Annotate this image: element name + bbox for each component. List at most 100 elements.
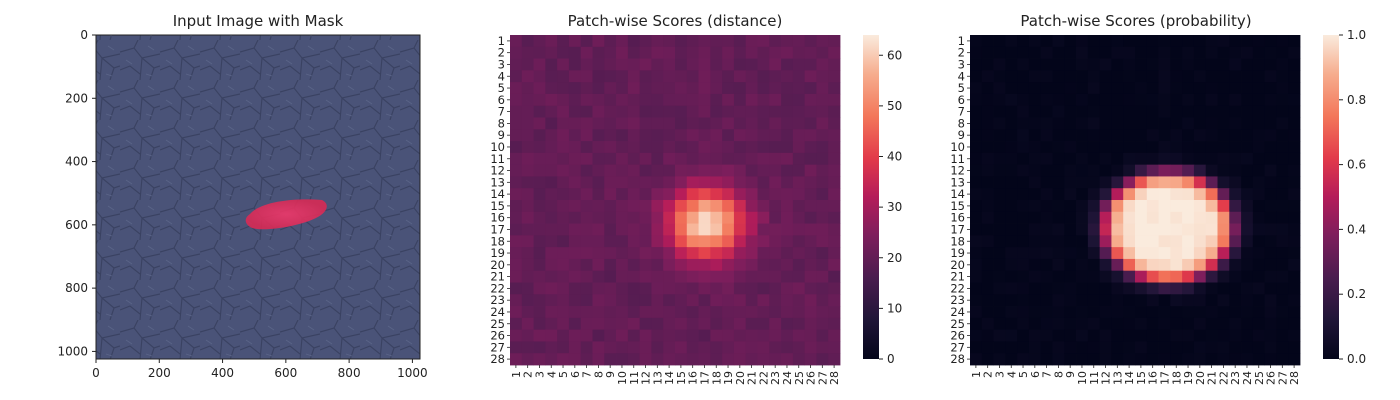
heatmap-cell	[510, 282, 523, 295]
y-tick-label: 800	[65, 281, 88, 295]
heatmap-cell	[722, 141, 735, 154]
heatmap-cell	[1087, 117, 1101, 130]
row-label: 15	[490, 199, 505, 213]
heatmap-cell	[1005, 282, 1018, 295]
heatmap-cell	[757, 329, 770, 342]
heatmap-cell	[686, 223, 699, 236]
heatmap-cell	[639, 93, 652, 107]
heatmap-cell	[651, 294, 664, 307]
heatmap-cell	[1052, 70, 1065, 83]
heatmap-cell	[639, 117, 652, 130]
heatmap-cell	[1087, 82, 1101, 95]
heatmap-cell	[745, 141, 758, 154]
heatmap-cell	[1252, 270, 1266, 283]
heatmap-cell	[545, 58, 558, 71]
heatmap-cell	[521, 35, 534, 48]
heatmap-cell	[557, 46, 570, 59]
heatmap-cell	[639, 35, 652, 48]
heatmap-cell	[1182, 70, 1195, 83]
heatmap-cell	[592, 176, 605, 189]
heatmap-cell	[521, 282, 534, 295]
heatmap-cell	[616, 341, 629, 354]
heatmap-cell	[604, 200, 617, 213]
heatmap-cell	[1123, 294, 1136, 307]
heatmap-cell	[698, 341, 711, 354]
heatmap-cell	[1217, 129, 1230, 142]
colorbar-tick-label: 0	[887, 352, 895, 366]
heatmap-cell	[1052, 306, 1065, 319]
heatmap-cell	[592, 247, 605, 260]
heatmap-cell	[1040, 105, 1053, 118]
heatmap-cell	[1217, 188, 1230, 201]
col-label: 21	[1206, 371, 1219, 385]
heatmap-cell	[698, 200, 711, 213]
heatmap-cell	[792, 93, 806, 107]
heatmap-cell	[1087, 46, 1101, 59]
heatmap-cell	[828, 46, 841, 59]
heatmap-cell	[1182, 306, 1195, 319]
heatmap-cell	[1111, 188, 1124, 201]
heatmap-cell	[1111, 93, 1124, 107]
heatmap-cell	[1028, 176, 1042, 189]
heatmap-cell	[981, 35, 994, 48]
heatmap-cell	[710, 164, 723, 177]
heatmap-cell	[533, 105, 546, 118]
heatmap-cell	[1252, 223, 1266, 236]
heatmap-cell	[1241, 70, 1254, 83]
heatmap-cell	[557, 211, 570, 224]
col-label: 8	[1052, 371, 1065, 378]
heatmap-cell	[816, 82, 829, 95]
heatmap-cell	[1040, 211, 1053, 224]
heatmap-cell	[545, 93, 558, 107]
anomaly-mask	[245, 199, 327, 230]
heatmap-cell	[757, 46, 770, 59]
heatmap-cell	[1052, 235, 1065, 248]
heatmap-cell	[663, 105, 676, 118]
heatmap-cell	[639, 317, 652, 331]
heatmap-cell	[568, 93, 582, 107]
heatmap-cell	[1276, 258, 1289, 272]
heatmap-cell	[1099, 235, 1112, 248]
heatmap-cell	[1193, 247, 1207, 260]
heatmap-cell	[604, 306, 617, 319]
heatmap-cell	[1123, 105, 1136, 118]
heatmap-cell	[1017, 82, 1030, 95]
heatmap-cell	[1111, 46, 1124, 59]
heatmap-cell	[1064, 200, 1077, 213]
heatmap-cell	[627, 176, 641, 189]
heatmap-cell	[675, 105, 688, 118]
heatmap-cell	[1193, 211, 1207, 224]
heatmap-cell	[769, 317, 782, 331]
heatmap-cell	[1182, 176, 1195, 189]
heatmap-cell	[722, 306, 735, 319]
heatmap-cell	[1146, 93, 1159, 107]
heatmap-cell	[1040, 58, 1053, 71]
heatmap-cell	[663, 294, 676, 307]
heatmap-cell	[1135, 247, 1148, 260]
heatmap-cell	[1123, 282, 1136, 295]
heatmap-cell	[675, 353, 688, 366]
heatmap-cell	[816, 353, 829, 366]
heatmap-cell	[1252, 70, 1266, 83]
heatmap-cell	[1252, 141, 1266, 154]
row-label: 10	[490, 140, 505, 154]
heatmap-cell	[1111, 258, 1124, 272]
heatmap-cell	[510, 164, 523, 177]
heatmap-cell	[616, 294, 629, 307]
heatmap-cell	[604, 105, 617, 118]
heatmap-cell	[568, 247, 582, 260]
heatmap-cell	[1229, 270, 1242, 283]
heatmap-cell	[675, 317, 688, 331]
heatmap-cell	[1099, 247, 1112, 260]
heatmap-cell	[568, 235, 582, 248]
heatmap-cell	[1217, 235, 1230, 248]
col-label: 20	[734, 371, 747, 385]
heatmap-cell	[1135, 164, 1148, 177]
heatmap-cell	[804, 341, 817, 354]
heatmap-cell	[580, 282, 593, 295]
heatmap-cell	[1182, 211, 1195, 224]
col-label: 8	[592, 371, 605, 378]
heatmap-cell	[828, 105, 841, 118]
heatmap-cell	[568, 317, 582, 331]
heatmap-cell	[970, 35, 983, 48]
